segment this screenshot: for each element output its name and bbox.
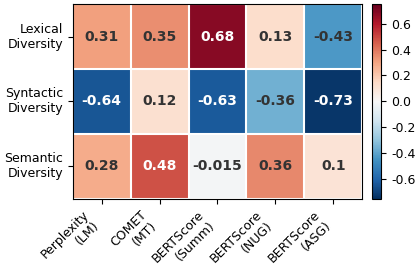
Text: -0.63: -0.63 [197,94,237,108]
Text: -0.64: -0.64 [82,94,122,108]
Text: 0.13: 0.13 [258,30,292,44]
Text: 0.31: 0.31 [84,30,119,44]
Text: 0.1: 0.1 [321,159,346,173]
Text: 0.12: 0.12 [142,94,177,108]
Text: -0.73: -0.73 [313,94,353,108]
Text: -0.015: -0.015 [193,159,242,173]
Text: 0.36: 0.36 [258,159,292,173]
Text: 0.35: 0.35 [142,30,177,44]
Text: 0.68: 0.68 [200,30,235,44]
Text: -0.43: -0.43 [313,30,353,44]
Text: -0.36: -0.36 [255,94,295,108]
Text: 0.28: 0.28 [84,159,119,173]
Text: 0.48: 0.48 [142,159,177,173]
